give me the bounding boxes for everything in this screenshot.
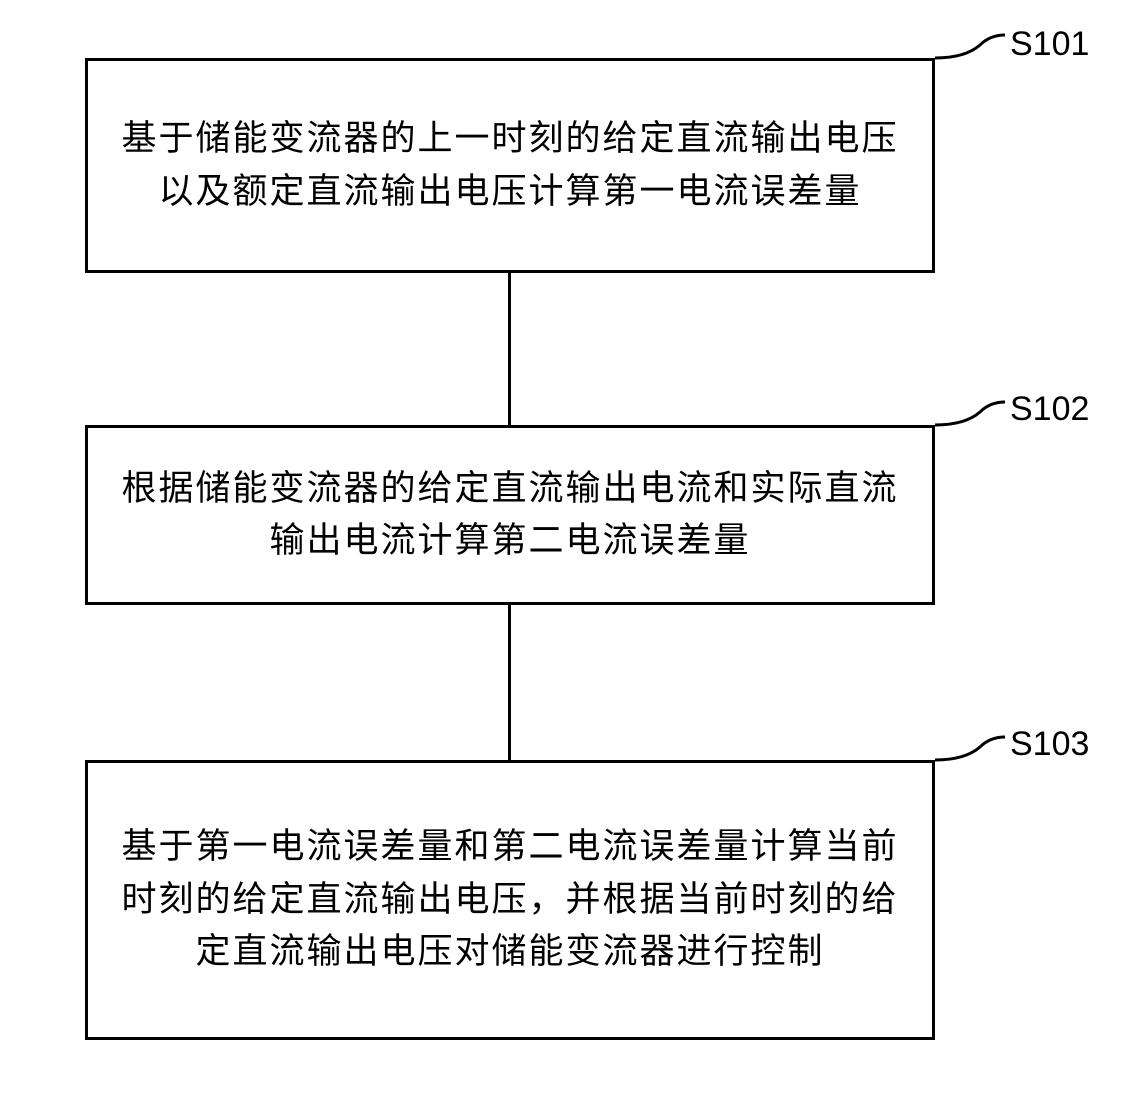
step-1-label: S101	[1010, 25, 1089, 64]
step-3-label: S103	[1010, 725, 1089, 764]
flowchart-step-1: 基于储能变流器的上一时刻的给定直流输出电压以及额定直流输出电压计算第一电流误差量	[85, 58, 935, 273]
step-1-text: 基于储能变流器的上一时刻的给定直流输出电压以及额定直流输出电压计算第一电流误差量	[118, 113, 902, 218]
step-3-text: 基于第一电流误差量和第二电流误差量计算当前时刻的给定直流输出电压，并根据当前时刻…	[118, 821, 902, 979]
step-2-text: 根据储能变流器的给定直流输出电流和实际直流输出电流计算第二电流误差量	[118, 463, 902, 568]
callout-line-2	[935, 390, 1010, 435]
connector-2-3	[508, 605, 511, 760]
flowchart-step-2: 根据储能变流器的给定直流输出电流和实际直流输出电流计算第二电流误差量	[85, 425, 935, 605]
callout-line-3	[935, 725, 1010, 770]
flowchart-step-3: 基于第一电流误差量和第二电流误差量计算当前时刻的给定直流输出电压，并根据当前时刻…	[85, 760, 935, 1040]
callout-line-1	[935, 25, 1010, 70]
connector-1-2	[508, 273, 511, 425]
flowchart-container: 基于储能变流器的上一时刻的给定直流输出电压以及额定直流输出电压计算第一电流误差量…	[0, 0, 1133, 1096]
step-2-label: S102	[1010, 390, 1089, 429]
